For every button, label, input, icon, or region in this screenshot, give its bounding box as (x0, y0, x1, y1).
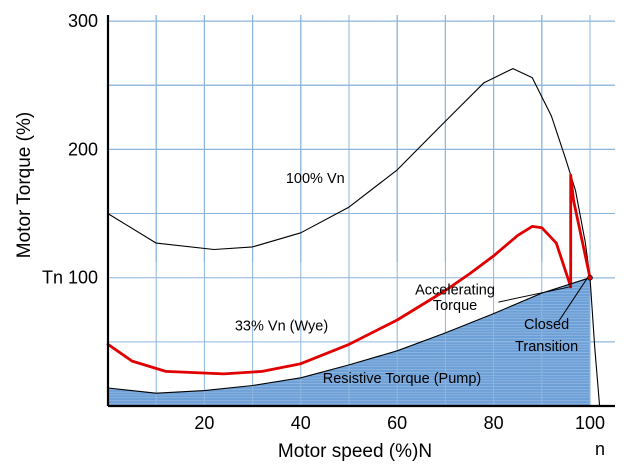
y-tick-label: 200 (68, 139, 98, 159)
y-tick-label: Tn 100 (42, 268, 98, 288)
x-tick-label: 80 (484, 413, 504, 433)
annotation-text: 33% Vn (Wye) (235, 318, 328, 334)
x-tick-label: 60 (387, 413, 407, 433)
series-line (107, 277, 591, 394)
resistive-torque-fill-final (108, 277, 590, 406)
y-axis-title: Motor Torque (%) (14, 112, 35, 258)
labels: 20 40 60 80 100 n 300 200 Tn 100 100% Vn 33% Vn (W… (42, 11, 605, 459)
axes (106, 15, 615, 408)
annotation-text: Closed (524, 317, 569, 333)
series-line (569, 173, 592, 289)
x-tick-label: 40 (291, 413, 311, 433)
accelerating-torque-leader (498, 286, 571, 303)
annotation-text: Transition (515, 339, 578, 355)
resistive-torque-area (108, 15, 626, 406)
y-tick-label: 300 (68, 11, 98, 31)
x-tick-label: 20 (194, 413, 214, 433)
series-lines (106, 68, 601, 407)
annotation-text: Accelerating (415, 282, 495, 298)
fill-mask-final (108, 262, 626, 394)
x-axis-title: Motor speed (%)N (278, 441, 432, 462)
transition-point (587, 274, 593, 281)
x-axis-end-label: n (595, 439, 605, 459)
closed-transition-leader (558, 277, 589, 322)
annotation-text: Resistive Torque (Pump) (323, 371, 482, 387)
annotation-text: 100% Vn (286, 171, 345, 187)
series-line (106, 225, 573, 376)
x-tick-label: 100 (575, 413, 605, 433)
series-line (107, 68, 601, 407)
annotation-text: Torque (433, 298, 477, 314)
